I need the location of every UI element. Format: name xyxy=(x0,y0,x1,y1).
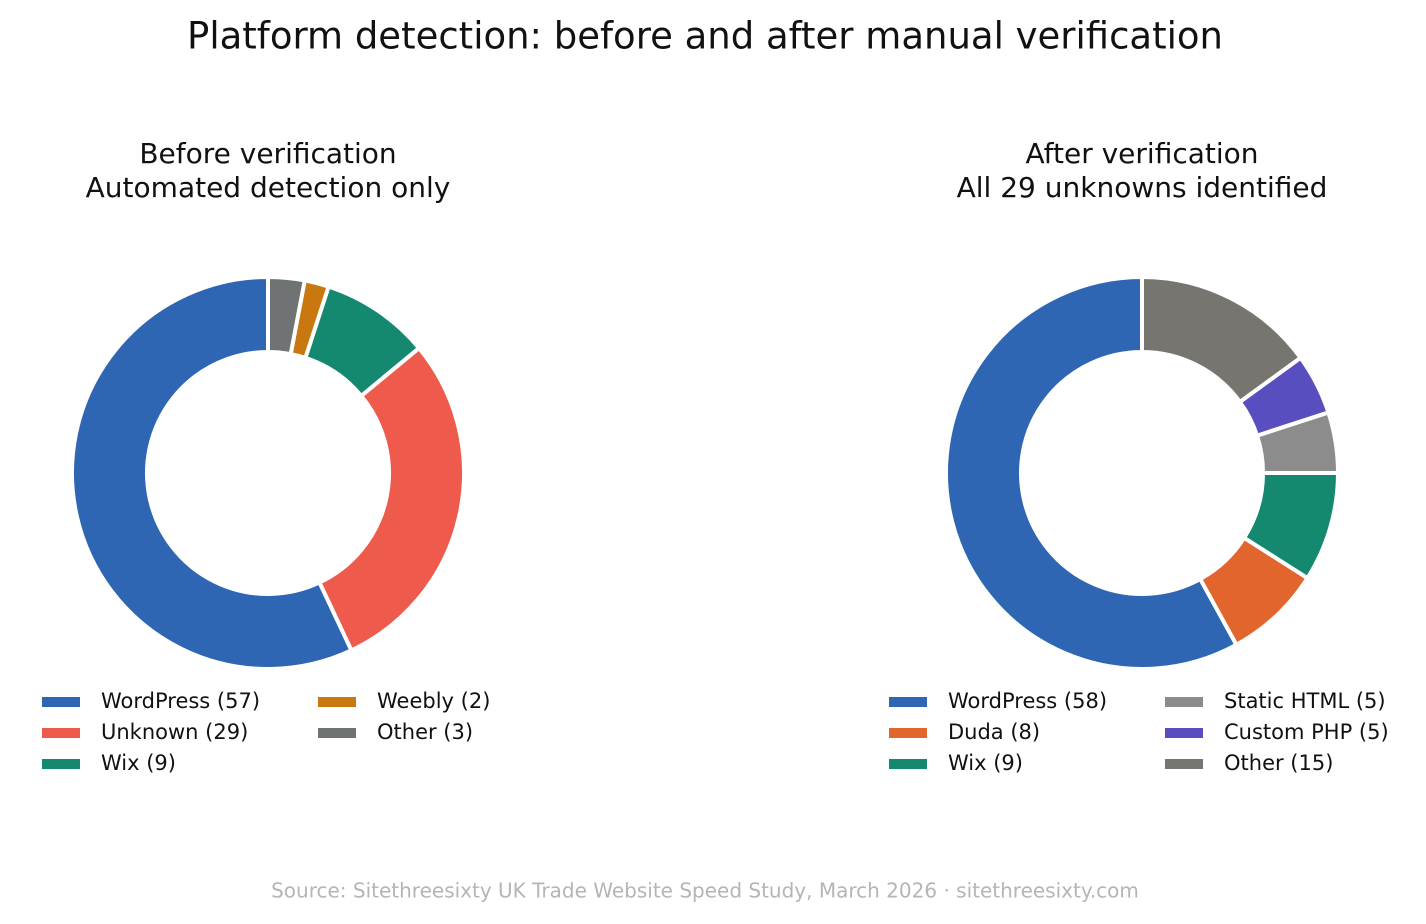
legend-label: Wix (9) xyxy=(948,751,1023,775)
legend-label: Custom PHP (5) xyxy=(1224,720,1389,744)
donut-slice xyxy=(1140,274,1304,405)
legend-swatch xyxy=(1165,759,1203,769)
donut-slice xyxy=(944,274,1240,671)
legend-swatch xyxy=(42,728,80,738)
legend-label: Wix (9) xyxy=(101,751,176,775)
chart-title: After verification xyxy=(1025,137,1258,170)
chart-title: Before verification xyxy=(139,137,396,170)
donut-slice xyxy=(70,274,355,671)
donut-slice xyxy=(316,345,466,654)
legend-swatch xyxy=(1165,728,1203,738)
legend-swatch xyxy=(318,728,356,738)
legend-swatch xyxy=(889,759,927,769)
legend-swatch xyxy=(42,697,80,707)
chart-subtitle: All 29 unknowns identified xyxy=(957,171,1328,204)
legend-swatch xyxy=(889,728,927,738)
legend-label: WordPress (57) xyxy=(101,689,260,713)
page-title: Platform detection: before and after man… xyxy=(187,15,1223,58)
legend-label: Other (15) xyxy=(1224,751,1333,775)
legend-label: Weebly (2) xyxy=(377,689,490,713)
donut-slice xyxy=(266,274,308,357)
legend-label: Other (3) xyxy=(377,720,473,744)
legend-label: WordPress (58) xyxy=(948,689,1107,713)
chart-subtitle: Automated detection only xyxy=(86,171,451,204)
source-note: Source: Sitethreesixty UK Trade Website … xyxy=(271,879,1139,903)
legend-swatch xyxy=(1165,697,1203,707)
legend-label: Duda (8) xyxy=(948,720,1040,744)
legend-swatch xyxy=(42,759,80,769)
legend-swatch xyxy=(318,697,356,707)
legend-swatch xyxy=(889,697,927,707)
legend-label: Unknown (29) xyxy=(101,720,248,744)
legend-label: Static HTML (5) xyxy=(1224,689,1386,713)
